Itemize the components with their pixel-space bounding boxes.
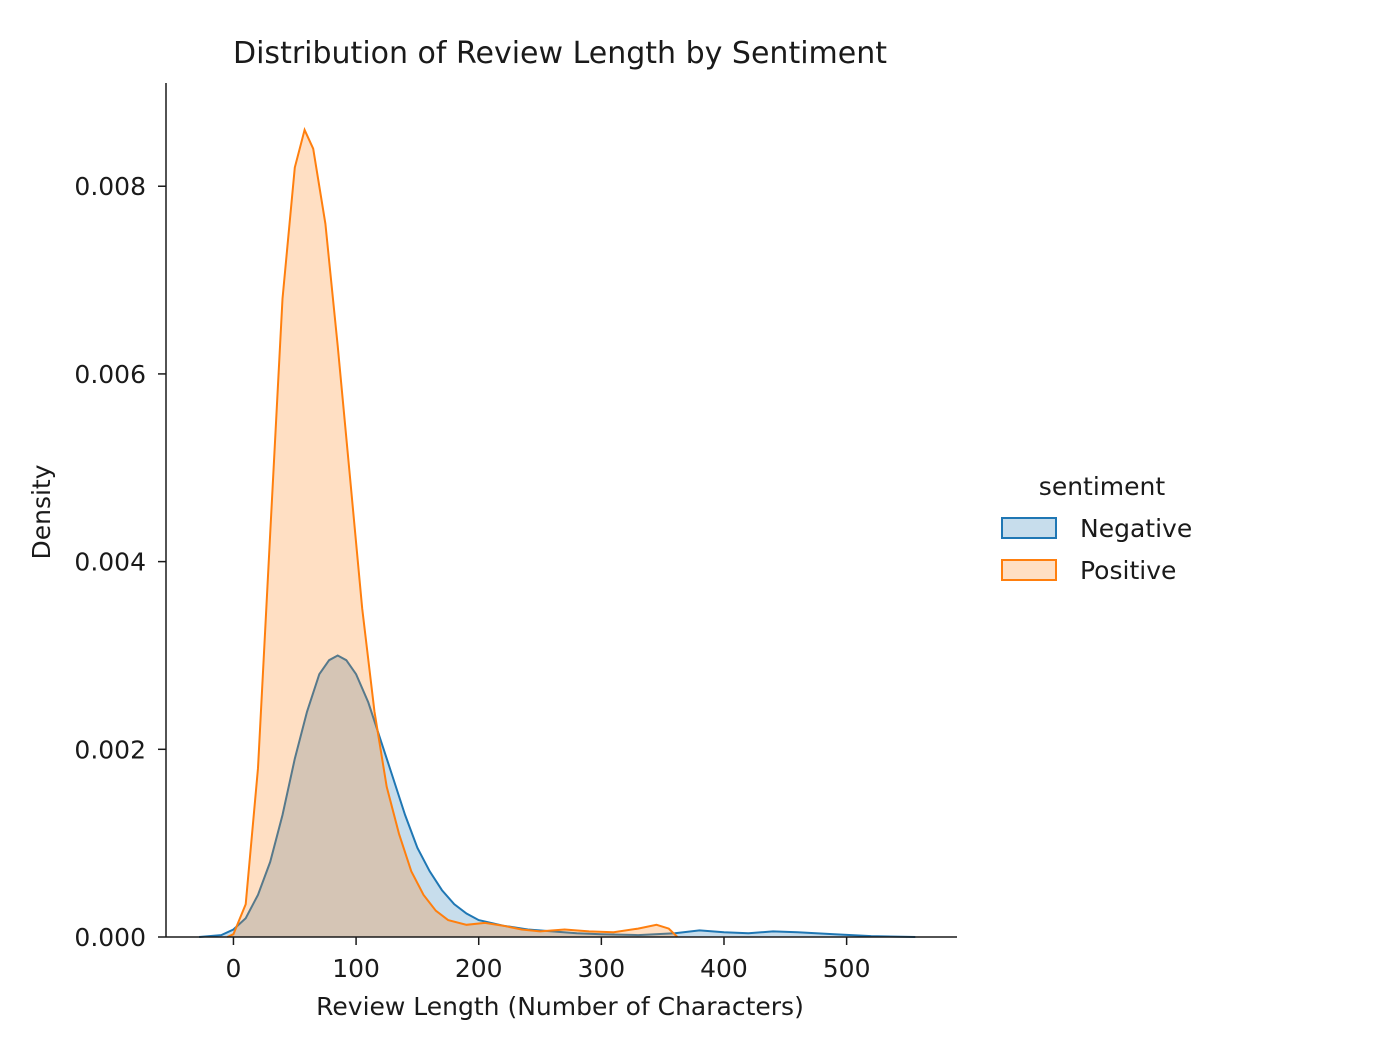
series-line-negative [199,654,916,938]
legend-label-negative: Negative [1080,514,1192,543]
y-axis-label: Density [27,464,56,559]
y-tick-label: 0.004 [74,548,146,577]
legend-label-positive: Positive [1080,556,1176,585]
chart-title: Distribution of Review Length by Sentime… [233,36,887,71]
legend: sentiment Negative Positive [1001,472,1192,585]
legend-title: sentiment [1039,472,1166,501]
x-tick-label: 500 [823,954,871,983]
x-tick-label: 100 [332,954,380,983]
y-tick-label: 0.000 [74,923,146,952]
y-axis-ticks: 0.000 0.002 0.004 0.006 0.008 [74,172,166,952]
y-tick-label: 0.002 [74,735,146,764]
x-axis-label: Review Length (Number of Characters) [316,992,804,1021]
legend-swatch-negative [1001,517,1057,539]
x-tick-label: 400 [700,954,748,983]
legend-swatch-positive [1001,559,1057,581]
y-tick-label: 0.008 [74,172,146,201]
x-axis-ticks: 0 100 200 300 400 500 [225,937,870,983]
series-area-negative [199,655,916,937]
legend-items: Negative Positive [1001,514,1192,585]
plot-area [199,126,916,938]
x-tick-label: 200 [455,954,503,983]
series-area-positive [227,129,678,937]
y-tick-label: 0.006 [74,360,146,389]
x-tick-label: 0 [225,954,241,983]
x-tick-label: 300 [577,954,625,983]
series-line-positive [226,126,679,938]
